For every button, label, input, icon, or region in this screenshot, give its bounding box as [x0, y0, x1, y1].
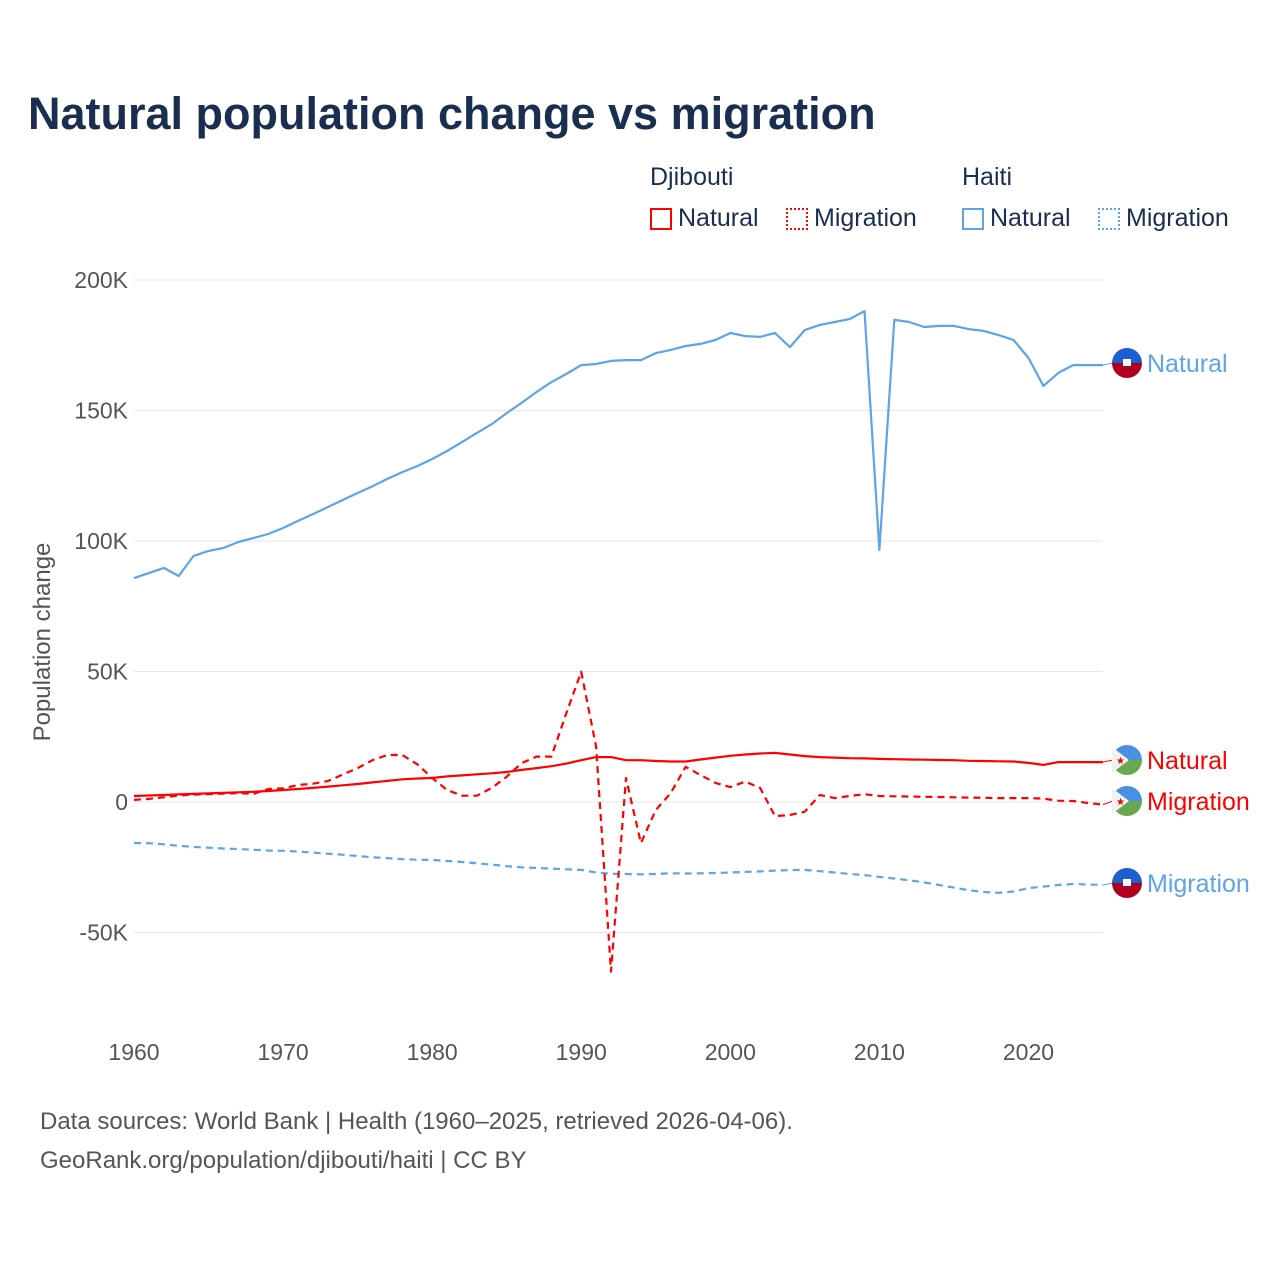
- series-line-haiti-natural: [133, 310, 1103, 580]
- djibouti-flag-icon: ★: [1112, 745, 1142, 775]
- y-tick-label: 150K: [74, 398, 128, 424]
- y-tick-label: 0: [115, 789, 128, 815]
- series-line-djibouti-natural: [133, 751, 1103, 798]
- legend-group-haiti: Haiti: [962, 163, 1013, 191]
- label-connector: [1102, 882, 1114, 886]
- y-tick-label: -50K: [79, 920, 128, 946]
- x-tick-label: 1960: [108, 1039, 159, 1065]
- svg-text:★: ★: [1116, 756, 1125, 767]
- y-axis-label: Population change: [29, 543, 56, 742]
- legend-label: Migration: [814, 204, 917, 232]
- series-line-djibouti-migration: [133, 670, 1104, 973]
- series-end-label: Natural: [1147, 747, 1228, 775]
- x-tick-label: 2000: [705, 1039, 756, 1065]
- legend-label: Migration: [1126, 204, 1229, 232]
- legend-group-djibouti: Djibouti: [650, 163, 734, 191]
- legend-djibouti-natural[interactable]: Natural: [650, 204, 759, 233]
- series-end-label: Migration: [1147, 870, 1250, 898]
- djibouti-flag-icon: ★: [1112, 786, 1142, 816]
- haiti-flag-icon: [1112, 868, 1142, 898]
- legend-label: Natural: [990, 204, 1071, 232]
- legend-haiti-migration[interactable]: Migration: [1098, 204, 1229, 233]
- chart-title: Natural population change vs migration: [28, 88, 876, 139]
- x-tick-label: 1980: [407, 1039, 458, 1065]
- legend-label: Natural: [678, 204, 759, 232]
- label-connector: [1102, 800, 1114, 806]
- legend-swatch-dotted-red: [786, 207, 808, 230]
- series-end-label: Natural: [1147, 350, 1228, 378]
- legend-swatch-solid-red: [650, 207, 672, 230]
- legend-swatch-dotted-blue: [1098, 207, 1120, 230]
- series-end-label: Migration: [1147, 788, 1250, 816]
- y-tick-label: 100K: [74, 528, 128, 554]
- x-tick-label: 1970: [257, 1039, 308, 1065]
- x-tick-label: 2020: [1003, 1039, 1054, 1065]
- svg-text:★: ★: [1116, 797, 1125, 808]
- x-tick-label: 1990: [556, 1039, 607, 1065]
- footer-sources: Data sources: World Bank | Health (1960–…: [40, 1108, 793, 1135]
- haiti-flag-icon: [1112, 348, 1142, 378]
- label-connector: [1102, 362, 1114, 366]
- legend-haiti-natural[interactable]: Natural: [962, 204, 1071, 233]
- y-tick-label: 50K: [87, 659, 129, 685]
- y-tick-label: 200K: [74, 267, 128, 293]
- label-connector: [1102, 759, 1114, 763]
- footer-credit[interactable]: GeoRank.org/population/djibouti/haiti | …: [40, 1147, 527, 1174]
- x-tick-label: 2010: [854, 1039, 905, 1065]
- legend-djibouti-migration[interactable]: Migration: [786, 204, 917, 233]
- legend-swatch-solid-blue: [962, 207, 984, 230]
